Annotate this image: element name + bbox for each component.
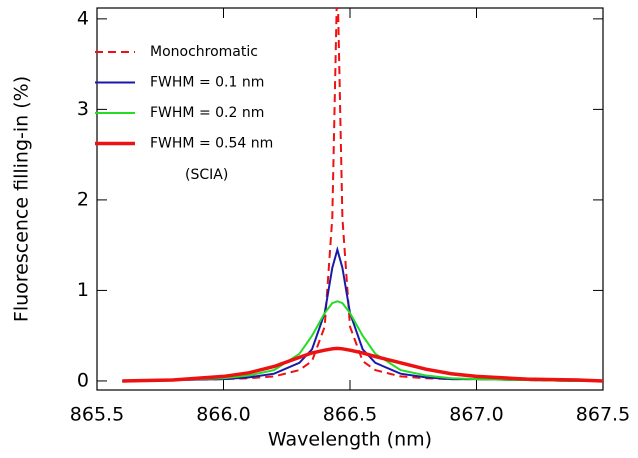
y-tick-label: 3 — [77, 98, 89, 120]
x-tick-label: 865.5 — [70, 404, 124, 426]
x-tick-label: 867.5 — [576, 404, 630, 426]
plot-frame — [96, 7, 604, 391]
legend-label: FWHM = 0.54 nm — [150, 136, 273, 152]
y-axis-label: Fluorescence filling-in (%) — [11, 76, 33, 322]
annotation: (SCIA) — [185, 167, 228, 183]
series-line — [122, 245, 603, 382]
x-axis-label: Wavelength (nm) — [268, 429, 432, 451]
legend-label: FWHM = 0.1 nm — [150, 75, 264, 91]
y-tick-label: 1 — [77, 279, 89, 301]
series-line — [122, 346, 603, 383]
x-tick-label: 866.0 — [196, 404, 250, 426]
x-tick-label: 866.5 — [323, 404, 377, 426]
y-tick-label: 4 — [77, 7, 89, 29]
y-tick-label: 2 — [77, 188, 89, 210]
x-tick-label: 867.0 — [449, 404, 503, 426]
series-line — [122, 300, 603, 382]
y-tick-label: 0 — [77, 369, 89, 391]
legend-label: FWHM = 0.2 nm — [150, 105, 264, 121]
legend-label: Monochromatic — [150, 44, 258, 60]
